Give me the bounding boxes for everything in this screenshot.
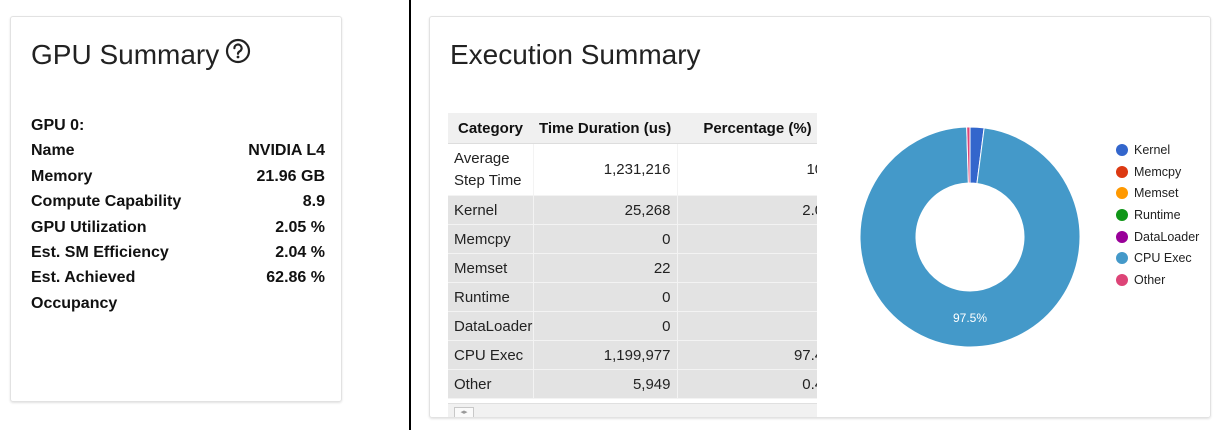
gpu-info-label: Compute Capability xyxy=(31,193,182,211)
legend-label: Memcpy xyxy=(1134,164,1182,179)
time-duration-cell: 1,199,977 xyxy=(533,340,678,370)
percentage-cell: 0.48 xyxy=(677,369,817,399)
table-row[interactable]: Average Step Time 1,231,216 100 xyxy=(448,143,817,196)
legend-item-memset[interactable]: Memset xyxy=(1116,182,1199,204)
gpu-info-row: Est. SM Efficiency 2.04 % xyxy=(31,240,325,265)
gpu-info-value: 21.96 GB xyxy=(256,167,325,185)
percentage-cell: 0 xyxy=(677,311,817,341)
donut-slice-other[interactable] xyxy=(966,126,971,184)
time-duration-cell: 0 xyxy=(533,282,678,312)
legend-item-other[interactable]: Other xyxy=(1116,269,1199,291)
gpu-info-row: GPU 0: xyxy=(31,113,325,138)
gpu-info-label: GPU 0: xyxy=(31,117,85,134)
table-header-row: Category Time Duration (us) Percentage (… xyxy=(448,113,817,144)
gpu-summary-title: GPU Summary xyxy=(31,39,251,71)
legend-label: Kernel xyxy=(1134,142,1171,157)
time-duration-cell: 22 xyxy=(533,253,678,283)
table-row[interactable]: Memset 22 0 xyxy=(448,253,817,283)
execution-table-viewport: Category Time Duration (us) Percentage (… xyxy=(448,113,817,403)
legend-item-kernel[interactable]: Kernel xyxy=(1116,139,1199,161)
table-row[interactable]: Other 5,949 0.48 xyxy=(448,369,817,399)
table-row[interactable]: Memcpy 0 0 xyxy=(448,224,817,254)
gpu-info-row: Est. Achieved Occupancy 62.86 % xyxy=(31,265,325,316)
gpu-info-value: 62.86 % xyxy=(266,269,325,287)
percentage-cell: 0 xyxy=(677,282,817,312)
legend-swatch xyxy=(1116,230,1128,243)
category-cell: Memcpy xyxy=(448,224,534,254)
legend-item-cpu-exec[interactable]: CPU Exec xyxy=(1116,247,1199,269)
time-duration-cell: 25,268 xyxy=(533,195,678,225)
gpu-info-label: Est. Achieved Occupancy xyxy=(31,269,136,312)
category-cell: Other xyxy=(448,369,534,399)
column-header-category[interactable]: Category xyxy=(448,113,533,144)
gpu-info-label: Memory xyxy=(31,167,93,185)
gpu-info-row: Name NVIDIA L4 xyxy=(31,138,325,163)
legend-swatch xyxy=(1116,143,1128,156)
time-duration-cell: 0 xyxy=(533,224,678,254)
table-row[interactable]: DataLoader 0 0 xyxy=(448,311,817,341)
question-circle-icon[interactable] xyxy=(225,38,251,71)
category-cell: Average Step Time xyxy=(448,143,534,196)
percentage-cell: 0 xyxy=(677,224,817,254)
gpu-info-value: 2.05 % xyxy=(275,218,325,236)
gpu-summary-title-text: GPU Summary xyxy=(31,39,220,70)
category-cell: Kernel xyxy=(448,195,534,225)
percentage-cell: 2.05 xyxy=(677,195,817,225)
scroll-arrows-icon[interactable]: ◂▸ xyxy=(454,407,474,417)
legend-item-memcpy[interactable]: Memcpy xyxy=(1116,161,1199,183)
legend-item-dataloader[interactable]: DataLoader xyxy=(1116,226,1199,248)
category-cell: Memset xyxy=(448,253,534,283)
panel-divider[interactable] xyxy=(409,0,411,430)
gpu-info-label: Name xyxy=(31,142,75,160)
table-row[interactable]: Kernel 25,268 2.05 xyxy=(448,195,817,225)
gpu-info-label: GPU Utilization xyxy=(31,218,147,236)
donut-slice-cpu-exec[interactable] xyxy=(859,126,1081,348)
gpu-info-value: 2.04 % xyxy=(275,244,325,262)
legend-swatch xyxy=(1116,273,1128,286)
table-row[interactable]: CPU Exec 1,199,977 97.46 xyxy=(448,340,817,370)
legend-label: Other xyxy=(1134,272,1166,287)
gpu-info-label: Est. SM Efficiency xyxy=(31,244,169,262)
category-cell: CPU Exec xyxy=(448,340,534,370)
legend-label: DataLoader xyxy=(1134,229,1200,244)
gpu-info-row: Memory 21.96 GB xyxy=(31,164,325,189)
category-cell: Runtime xyxy=(448,282,534,312)
gpu-info-value: 8.9 xyxy=(302,193,325,211)
category-cell: DataLoader xyxy=(448,311,534,341)
legend-swatch xyxy=(1116,208,1128,221)
gpu-summary-card: GPU Summary GPU 0: Name NVIDIA L4 Memory… xyxy=(10,16,342,402)
legend-item-runtime[interactable]: Runtime xyxy=(1116,204,1199,226)
legend-label: Memset xyxy=(1134,186,1179,201)
execution-donut-chart: 97.5% xyxy=(859,126,1081,348)
table-horizontal-scrollbar[interactable]: ◂▸ xyxy=(448,403,817,417)
percentage-cell: 100 xyxy=(677,143,817,196)
table-row[interactable]: Runtime 0 0 xyxy=(448,282,817,312)
gpu-info-row: GPU Utilization 2.05 % xyxy=(31,215,325,240)
legend-label: Runtime xyxy=(1134,207,1181,222)
legend-swatch xyxy=(1116,187,1128,200)
time-duration-cell: 5,949 xyxy=(533,369,678,399)
gpu-info-row: Compute Capability 8.9 xyxy=(31,189,325,214)
slice-label: 97.5% xyxy=(953,311,987,325)
execution-summary-title: Execution Summary xyxy=(450,39,701,70)
legend-swatch xyxy=(1116,252,1128,265)
gpu-info-list: GPU 0: Name NVIDIA L4 Memory 21.96 GB Co… xyxy=(31,113,325,316)
legend-swatch xyxy=(1116,165,1128,178)
gpu-info-value: NVIDIA L4 xyxy=(248,142,325,160)
column-header-time-duration[interactable]: Time Duration (us) xyxy=(533,113,677,144)
column-header-percentage[interactable]: Percentage (%) xyxy=(677,113,817,144)
legend-label: CPU Exec xyxy=(1134,251,1192,266)
time-duration-cell: 1,231,216 xyxy=(533,143,678,196)
execution-table: Category Time Duration (us) Percentage (… xyxy=(448,113,817,399)
time-duration-cell: 0 xyxy=(533,311,678,341)
chart-legend: Kernel Memcpy Memset Runtime DataLoader CPU E… xyxy=(1116,139,1199,291)
execution-summary-card: Execution Summary Category Time Duration… xyxy=(429,16,1211,418)
percentage-cell: 97.46 xyxy=(677,340,817,370)
percentage-cell: 0 xyxy=(677,253,817,283)
